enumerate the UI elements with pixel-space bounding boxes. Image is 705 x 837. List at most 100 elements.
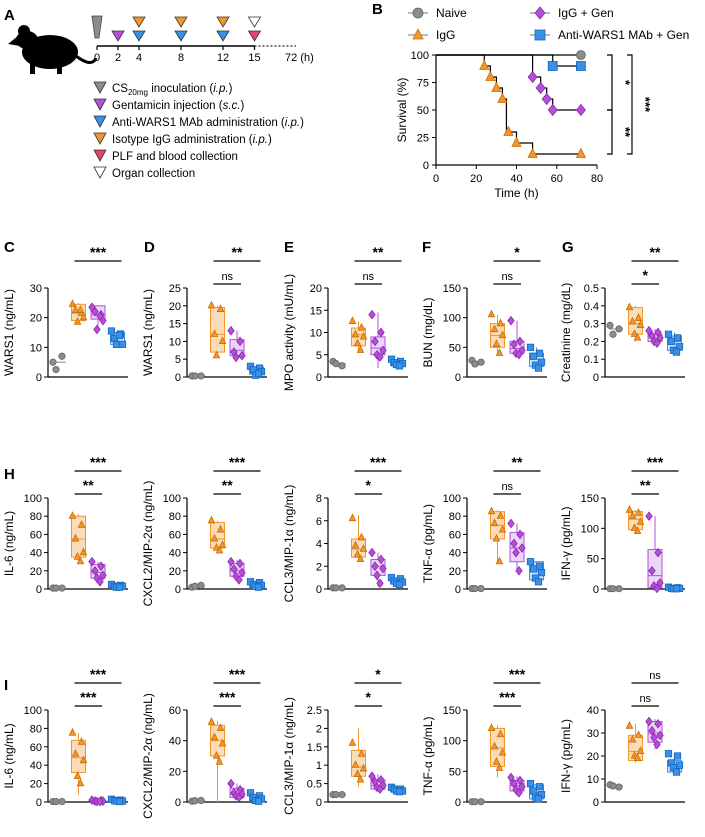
y-tick-label: 0	[175, 372, 181, 384]
x-tick-label: 0	[433, 173, 439, 185]
triangle-marker	[73, 771, 82, 779]
y-tick-label: 100	[411, 50, 429, 62]
diamond-marker	[96, 796, 104, 807]
diamond-marker	[534, 6, 546, 20]
diamond-marker	[91, 565, 99, 576]
panel-letter-e: E	[284, 239, 294, 256]
triangle-marker	[71, 305, 80, 313]
triangle-marker	[353, 549, 362, 558]
triangle-marker	[636, 517, 645, 525]
diamond-marker	[510, 339, 518, 350]
triangle-marker	[628, 316, 637, 325]
panel-letters: C D E F G H I	[4, 239, 574, 694]
y-tick-label: 4	[316, 539, 322, 551]
y-tick-label: 100	[443, 313, 461, 325]
y-tick-label: 0.1	[584, 354, 599, 366]
y-tick-label: 0	[423, 160, 429, 172]
circle-marker	[477, 358, 485, 366]
triangle-marker	[496, 511, 505, 519]
triangle-marker	[68, 511, 77, 519]
diamond-marker	[648, 565, 656, 576]
triangle-marker	[212, 350, 221, 359]
triangle-marker	[496, 318, 505, 327]
square-marker	[534, 29, 546, 41]
y-tick-label: 40	[30, 548, 42, 560]
y-tick-label: 10	[587, 774, 599, 786]
triangle-marker	[351, 540, 360, 549]
diamond-marker	[93, 324, 101, 335]
diamond-marker	[88, 556, 96, 567]
circle-marker	[609, 330, 617, 338]
circle-marker	[615, 783, 623, 791]
significance-label: ***	[499, 689, 516, 705]
triangle-marker	[348, 513, 357, 522]
triangle-marker	[511, 136, 522, 147]
panel-letter-c: C	[4, 239, 15, 256]
mouse-silhouette-icon	[8, 25, 98, 74]
triangle-marker	[503, 125, 514, 136]
box-chart-h4: 0 20 40 60 80 100 TNF-α (pg/mL) ns **	[421, 454, 547, 596]
triangle-marker	[76, 556, 85, 565]
triangle-marker	[495, 763, 504, 771]
triangle-marker	[210, 329, 219, 337]
triangle-marker	[527, 147, 538, 158]
significance-label: ns	[501, 271, 513, 283]
square-marker	[395, 580, 404, 589]
circle-marker	[471, 584, 479, 593]
square-marker	[526, 343, 535, 351]
y-tick-label: 15	[310, 305, 322, 317]
diamond-marker	[371, 561, 379, 572]
square-marker	[526, 558, 535, 566]
diamond-marker	[376, 784, 384, 794]
diamond-marker	[227, 325, 235, 336]
igg-triangle-marker	[174, 16, 188, 28]
diamond-marker	[518, 543, 526, 553]
triangle-marker	[68, 727, 77, 736]
y-tick-label: 0	[455, 372, 461, 384]
triangle-marker	[73, 317, 82, 325]
square-marker	[529, 352, 538, 360]
triangle-marker	[498, 747, 507, 756]
diamond-marker	[507, 518, 515, 529]
triangle-marker	[633, 526, 642, 534]
circle-marker	[191, 797, 199, 805]
square-marker	[673, 752, 682, 760]
timeline-tick-label: 8	[178, 52, 184, 64]
circle-marker	[576, 50, 586, 60]
triangle-marker	[357, 532, 366, 541]
circle-marker	[477, 798, 485, 806]
triangle-marker	[359, 544, 368, 552]
triangle-marker	[351, 329, 360, 338]
significance-label: **	[222, 477, 233, 493]
triangle-marker	[495, 556, 504, 565]
y-tick-label: 60	[449, 529, 461, 541]
y-tick-label: 80	[30, 723, 42, 735]
triangle-marker	[79, 547, 88, 556]
triangle-marker	[207, 515, 216, 524]
diamond-marker	[379, 563, 387, 574]
inoculation-marker	[91, 15, 103, 39]
diamond-marker	[227, 778, 235, 789]
y-tick-label: 1.5	[307, 742, 322, 754]
triangle-marker	[634, 730, 643, 738]
y-tick-label: 20	[587, 751, 599, 763]
y-tick-label: 40	[169, 548, 181, 560]
square-marker	[526, 780, 535, 788]
panel-letter-b: B	[372, 1, 383, 18]
diamond-marker	[97, 561, 105, 572]
panel-letter-g: G	[562, 239, 574, 256]
triangle-marker	[218, 738, 227, 747]
igg-triangle-marker	[132, 16, 146, 28]
diamond-marker	[91, 306, 99, 317]
wars-triangle-marker	[132, 30, 146, 42]
triangle-marker	[412, 28, 424, 40]
y-tick-label: 0	[316, 584, 322, 596]
y-axis-label: WARS1 (ng/mL)	[2, 289, 16, 376]
y-tick-label: 80	[449, 511, 461, 523]
significance-label: ns	[362, 271, 374, 283]
y-axis-label: CXCL2/MIP-2α (ng/mL)	[141, 693, 155, 819]
wars-triangle-marker	[216, 30, 230, 42]
circle-marker	[609, 585, 617, 593]
circle-marker	[58, 797, 66, 806]
